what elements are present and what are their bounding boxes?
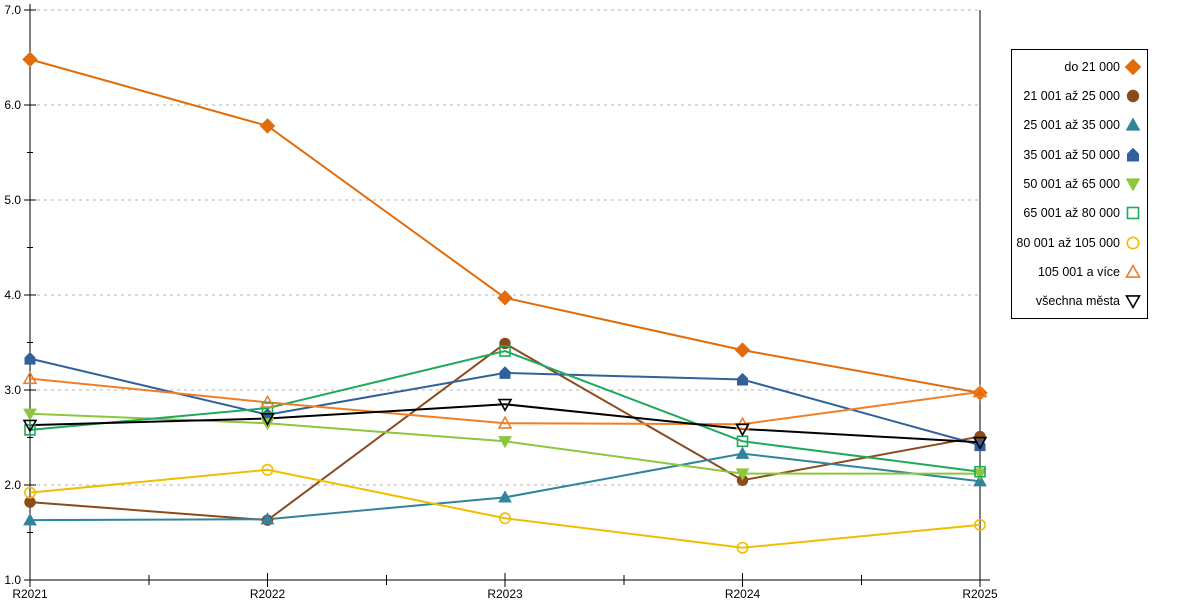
legend-marker-icon bbox=[1125, 147, 1141, 163]
svg-text:R2025: R2025 bbox=[962, 587, 998, 600]
legend-marker-icon bbox=[1125, 176, 1141, 192]
legend-item: 65 001 až 80 000 bbox=[1016, 199, 1141, 227]
legend-marker-icon bbox=[1125, 58, 1141, 75]
legend-label: 21 001 až 25 000 bbox=[1023, 88, 1120, 103]
legend-label: do 21 000 bbox=[1064, 59, 1120, 74]
svg-text:R2024: R2024 bbox=[725, 587, 761, 600]
legend-marker-icon bbox=[1125, 263, 1141, 280]
svg-text:6.0: 6.0 bbox=[4, 98, 21, 112]
legend-marker-icon bbox=[1125, 117, 1141, 133]
legend-label: 25 001 až 35 000 bbox=[1023, 118, 1120, 133]
svg-text:1.0: 1.0 bbox=[4, 573, 21, 587]
legend-item: 21 001 až 25 000 bbox=[1016, 82, 1141, 110]
svg-text:2.0: 2.0 bbox=[4, 478, 21, 492]
legend-item: 25 001 až 35 000 bbox=[1016, 111, 1141, 139]
legend-item: 35 001 až 50 000 bbox=[1016, 141, 1141, 169]
svg-text:4.0: 4.0 bbox=[4, 288, 21, 302]
legend-label: 65 001 až 80 000 bbox=[1023, 206, 1120, 221]
legend-label: 50 001 až 65 000 bbox=[1023, 176, 1120, 191]
legend-label: všechna města bbox=[1035, 294, 1120, 309]
svg-text:R2021: R2021 bbox=[12, 587, 48, 600]
legend-label: 80 001 až 105 000 bbox=[1016, 235, 1120, 250]
legend-item: všechna města bbox=[1016, 287, 1141, 315]
svg-text:R2023: R2023 bbox=[487, 587, 523, 600]
legend-label: 105 001 a více bbox=[1037, 264, 1120, 279]
legend-marker-icon bbox=[1125, 205, 1141, 221]
legend-item: 80 001 až 105 000 bbox=[1016, 229, 1141, 257]
legend-item: 50 001 až 65 000 bbox=[1016, 170, 1141, 198]
legend: do 21 000 21 001 až 25 000 25 001 až 35 … bbox=[1011, 49, 1148, 319]
legend-marker-icon bbox=[1125, 88, 1141, 104]
svg-text:R2022: R2022 bbox=[250, 587, 286, 600]
legend-label: 35 001 až 50 000 bbox=[1023, 147, 1120, 162]
legend-item: 105 001 a více bbox=[1016, 258, 1141, 286]
svg-text:3.0: 3.0 bbox=[4, 383, 21, 397]
legend-item: do 21 000 bbox=[1016, 53, 1141, 81]
legend-marker-icon bbox=[1125, 293, 1141, 310]
svg-text:5.0: 5.0 bbox=[4, 193, 21, 207]
legend-marker-icon bbox=[1125, 235, 1141, 251]
svg-text:7.0: 7.0 bbox=[4, 3, 21, 17]
